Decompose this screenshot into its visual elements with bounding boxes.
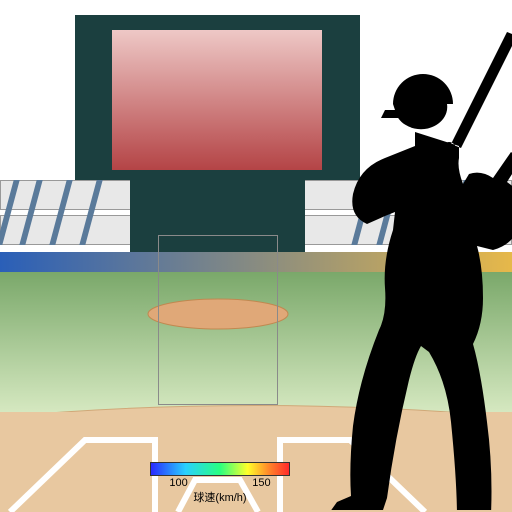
legend-ticks: 100 150 xyxy=(150,477,290,489)
plate-line xyxy=(10,440,155,512)
strike-zone-box xyxy=(158,235,278,405)
velocity-legend: 100 150 球速(km/h) xyxy=(150,462,290,505)
batter-silhouette xyxy=(285,32,512,510)
legend-color-bar xyxy=(150,462,290,476)
batter-shape xyxy=(327,32,512,510)
legend-tick-1: 150 xyxy=(252,477,270,489)
legend-tick-0: 100 xyxy=(169,477,187,489)
legend-title: 球速(km/h) xyxy=(193,489,246,505)
